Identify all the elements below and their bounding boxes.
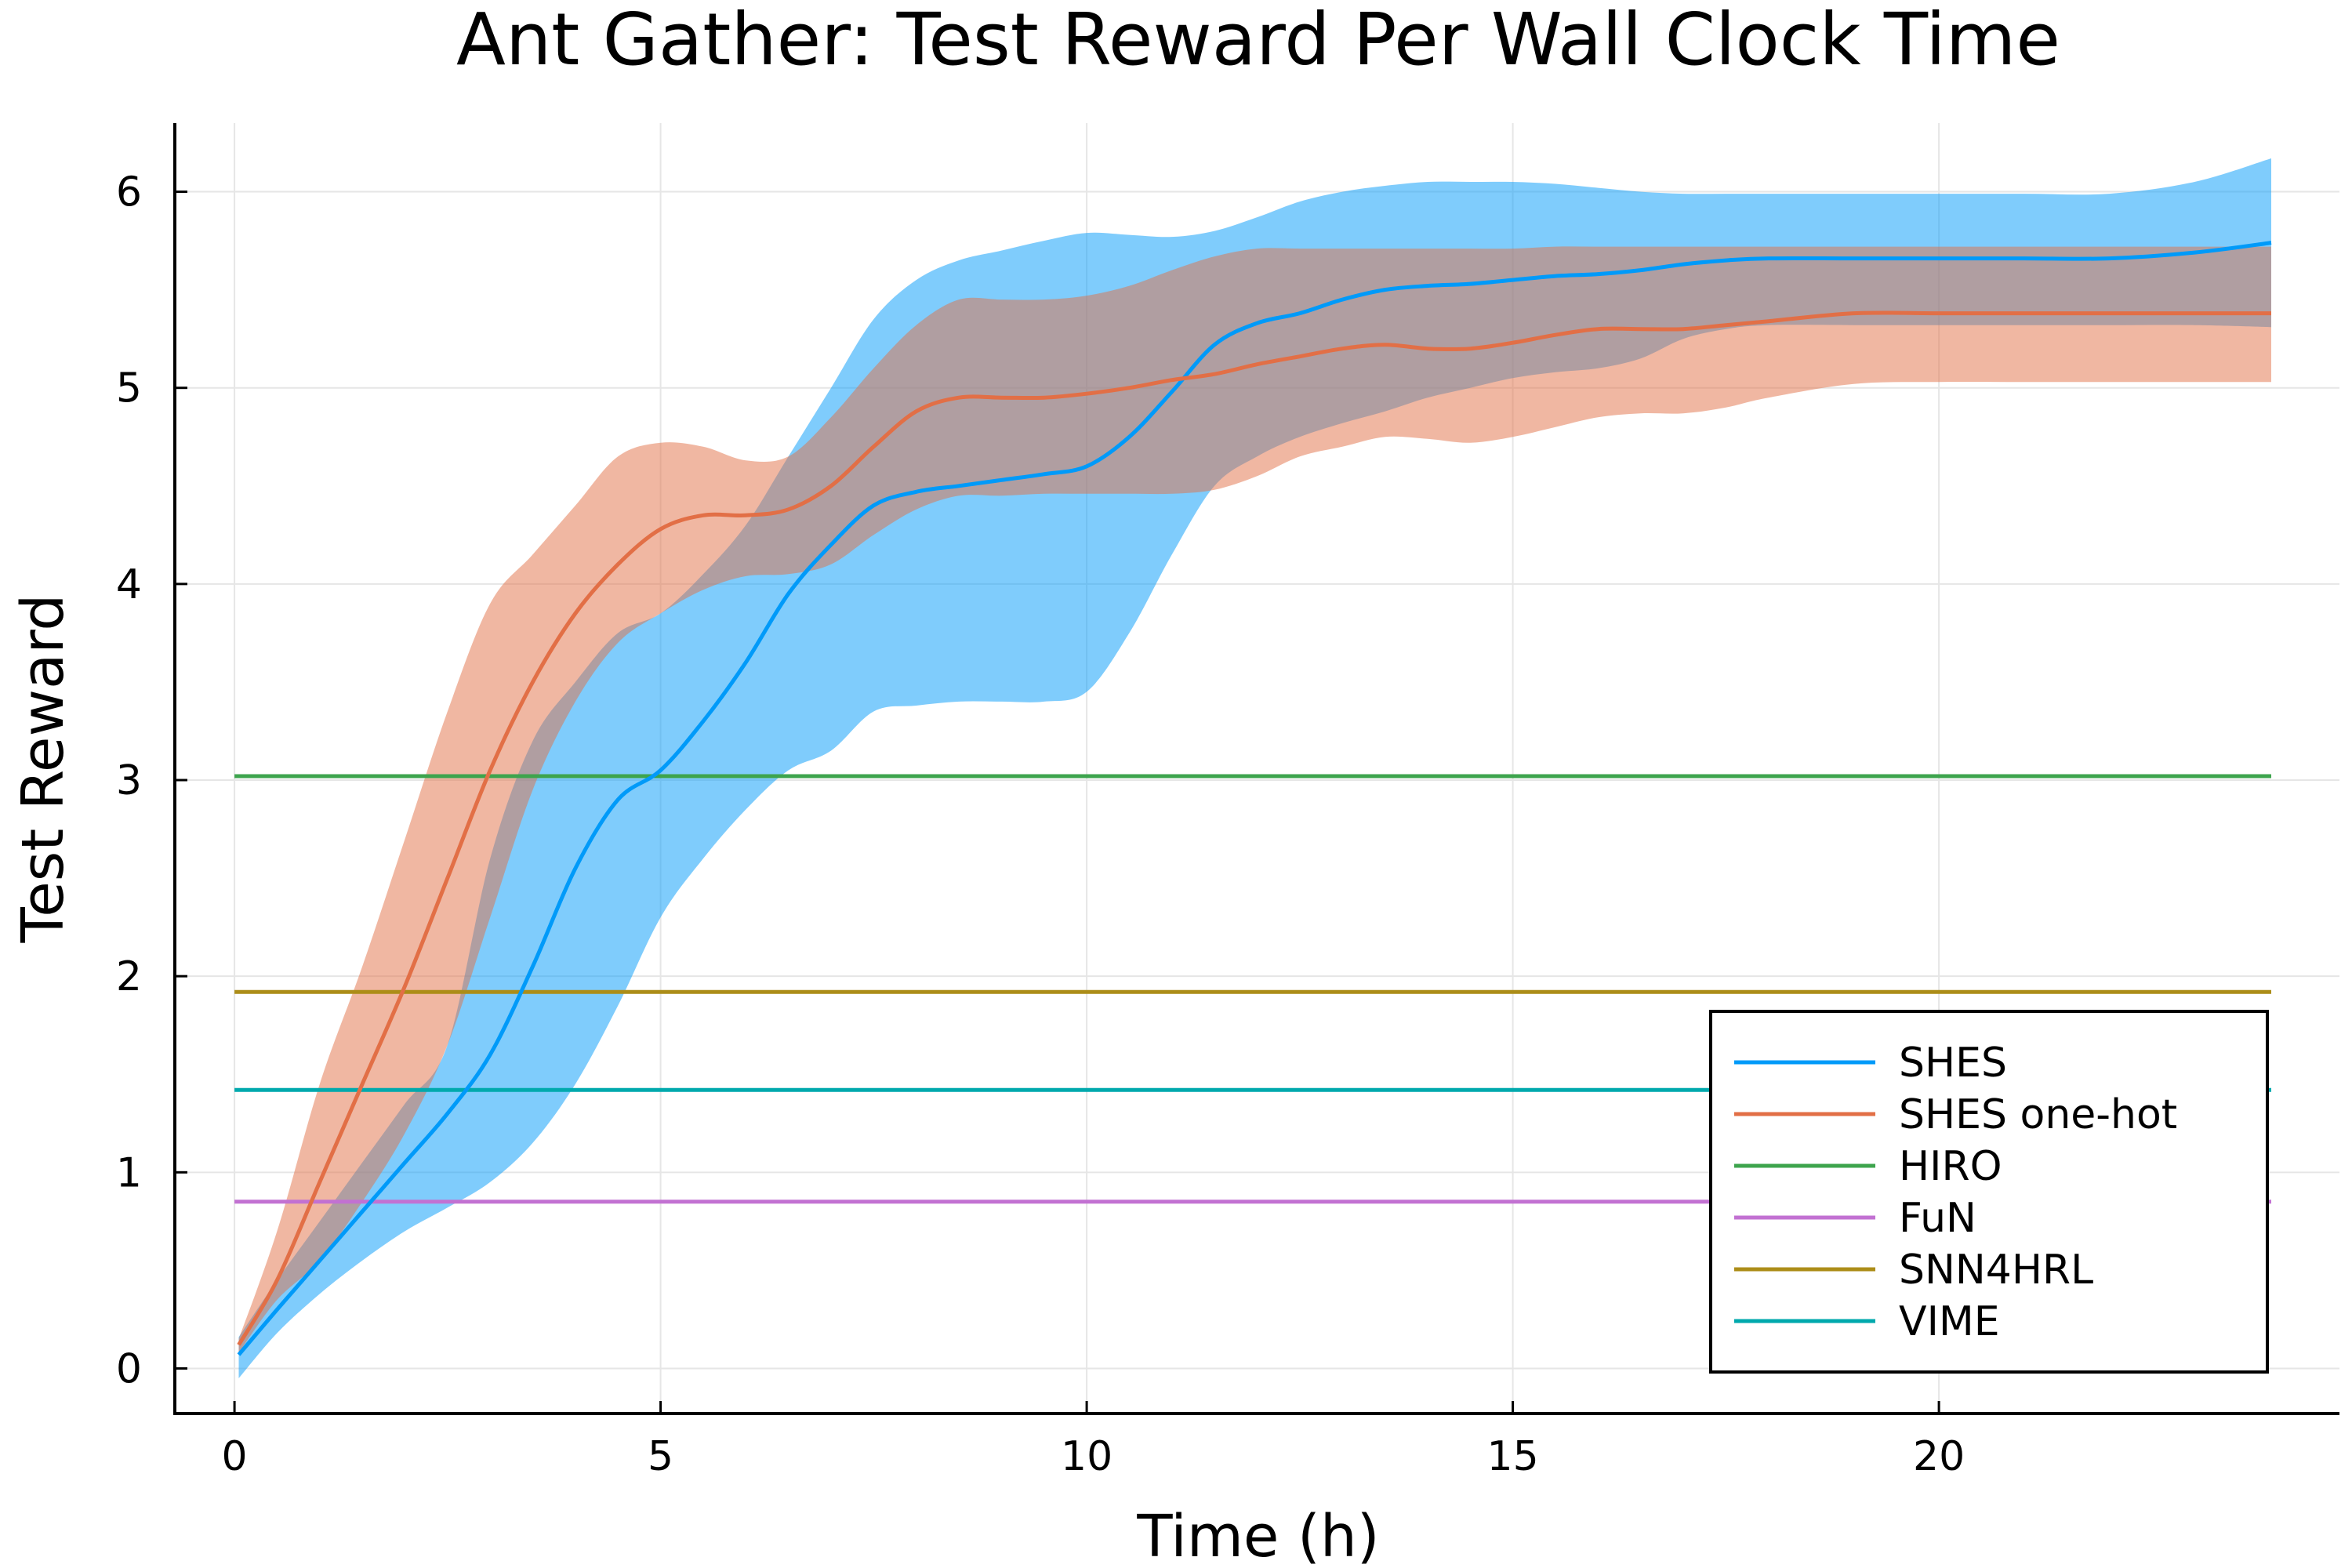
axes <box>173 123 2339 1415</box>
legend-label-hiro: HIRO <box>1899 1143 2002 1190</box>
x-tick-label: 0 <box>222 1433 248 1480</box>
x-tick-label: 5 <box>648 1433 673 1480</box>
legend-label-shes: SHES <box>1899 1040 2007 1087</box>
y-tick-label: 6 <box>116 169 142 216</box>
y-tick-label: 2 <box>116 953 142 1000</box>
x-tick-label: 20 <box>1913 1433 1965 1480</box>
legend-box <box>1709 1010 2269 1374</box>
x-tick-label: 15 <box>1487 1433 1539 1480</box>
x-axis-label: Time (h) <box>1136 1503 1379 1568</box>
y-tick-label: 3 <box>116 757 142 804</box>
y-tick-label: 5 <box>116 365 142 412</box>
confidence-bands <box>238 158 2271 1378</box>
legend-label-shes-one-hot: SHES one-hot <box>1899 1091 2177 1138</box>
legend-label-vime: VIME <box>1899 1298 2000 1345</box>
y-tick-label: 0 <box>116 1345 142 1392</box>
legend-label-fun: FuN <box>1899 1195 1976 1242</box>
legend-label-snn4hrl: SNN4HRL <box>1899 1247 2093 1294</box>
chart-title: Ant Gather: Test Reward Per Wall Clock T… <box>456 0 2060 82</box>
ticks: 0 5 10 15 20 0 1 2 3 4 5 6 <box>116 169 1965 1480</box>
shes-line <box>237 241 2272 1356</box>
y-axis-label: Test Reward <box>9 594 77 944</box>
x-tick-label: 10 <box>1061 1433 1112 1480</box>
y-tick-label: 4 <box>116 561 142 608</box>
shes-one-hot-band <box>238 246 2271 1353</box>
y-tick-label: 1 <box>116 1149 142 1196</box>
shes-one-hot-line <box>237 310 2271 1346</box>
